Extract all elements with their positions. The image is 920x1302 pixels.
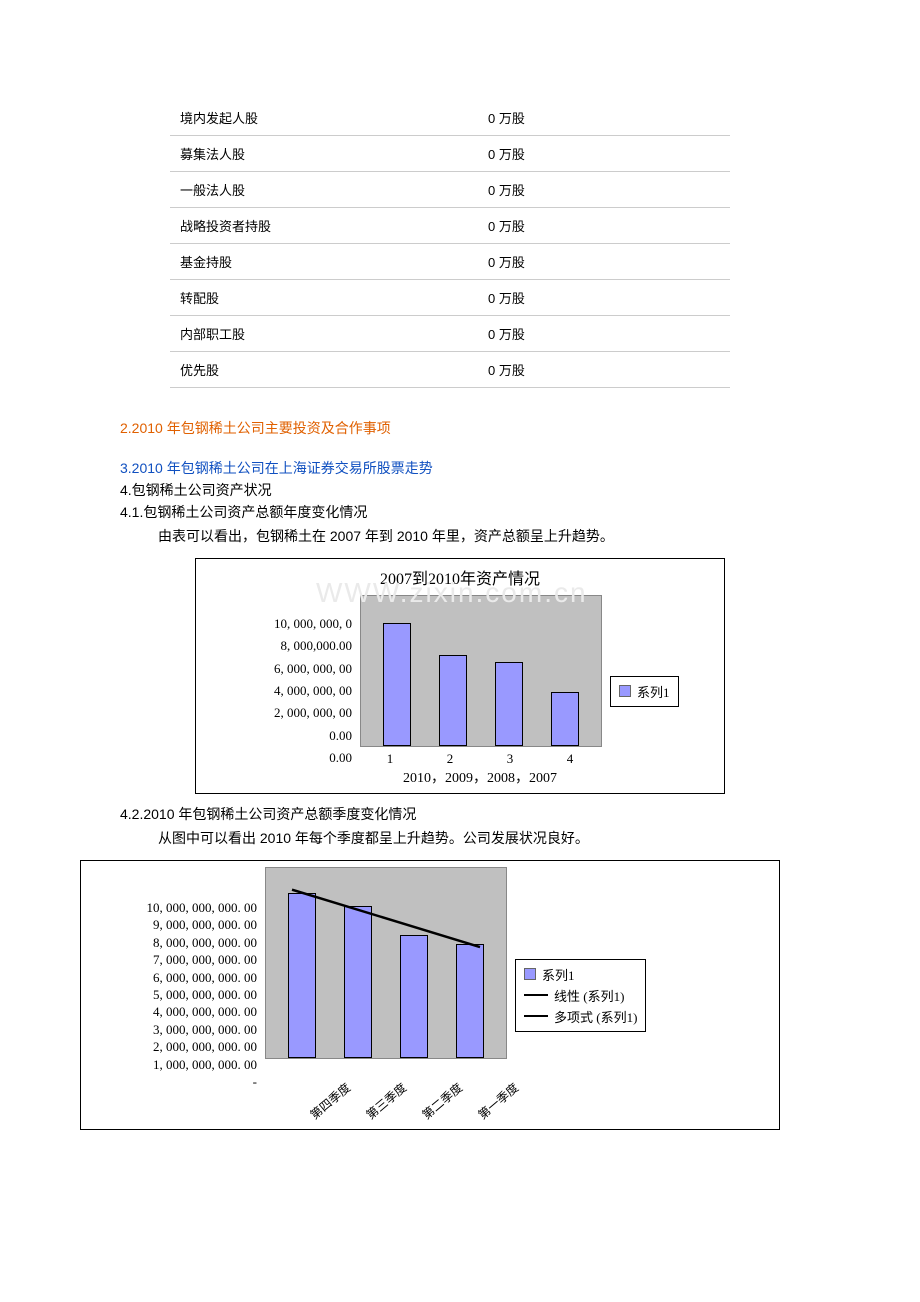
share-structure-table: 境内发起人股0 万股募集法人股0 万股一般法人股0 万股战略投资者持股0 万股基… xyxy=(170,100,730,388)
table-row: 募集法人股0 万股 xyxy=(170,136,730,172)
legend-swatch-icon xyxy=(619,685,631,697)
section-2-heading: 2.2010 年包钢稀土公司主要投资及合作事项 xyxy=(110,418,810,438)
trend-line xyxy=(292,890,480,947)
share-type-value: 0 万股 xyxy=(478,100,730,136)
share-type-value: 0 万股 xyxy=(478,244,730,280)
chart-quarterly-assets: 10, 000, 000, 000. 009, 000, 000, 000. 0… xyxy=(80,860,780,1130)
share-type-label: 基金持股 xyxy=(170,244,478,280)
legend-label: 多项式 (系列1) xyxy=(554,1007,637,1026)
share-type-value: 0 万股 xyxy=(478,280,730,316)
bar xyxy=(551,692,579,746)
share-type-value: 0 万股 xyxy=(478,352,730,388)
bar xyxy=(456,944,484,1058)
legend-label: 系列1 xyxy=(637,682,670,701)
section-4-1-text: 由表可以看出，包钢稀土在 2007 年到 2010 年里，资产总额呈上升趋势。 xyxy=(110,526,810,546)
x-axis-labels: 1234 xyxy=(360,751,600,767)
x-axis-caption: 2010，2009，2008，2007 xyxy=(360,767,600,787)
plot-area xyxy=(265,867,507,1059)
share-type-value: 0 万股 xyxy=(478,172,730,208)
legend-line-icon xyxy=(524,994,548,996)
section-4-2-text: 从图中可以看出 2010 年每个季度都呈上升趋势。公司发展状况良好。 xyxy=(110,828,810,848)
share-type-label: 一般法人股 xyxy=(170,172,478,208)
bar xyxy=(344,906,372,1058)
bar xyxy=(288,893,316,1058)
legend-line-icon xyxy=(524,1015,548,1017)
bar xyxy=(400,935,428,1059)
share-type-value: 0 万股 xyxy=(478,136,730,172)
legend-swatch-icon xyxy=(524,968,536,980)
share-type-label: 内部职工股 xyxy=(170,316,478,352)
bar xyxy=(495,662,523,746)
table-row: 基金持股0 万股 xyxy=(170,244,730,280)
legend: 系列1 线性 (系列1) 多项式 (系列1) xyxy=(515,959,646,1032)
bar xyxy=(383,623,411,746)
share-type-value: 0 万股 xyxy=(478,316,730,352)
y-axis-labels: 10, 000, 000, 000. 009, 000, 000, 000. 0… xyxy=(87,900,257,1090)
legend-label: 系列1 xyxy=(542,965,575,984)
section-4-1-heading: 4.1.包钢稀土公司资产总额年度变化情况 xyxy=(110,502,810,522)
chart-yearly-assets: 2007到2010年资产情况 10, 000, 000, 08, 000,000.… xyxy=(195,558,725,794)
share-type-label: 境内发起人股 xyxy=(170,100,478,136)
share-type-label: 转配股 xyxy=(170,280,478,316)
section-4-heading: 4.包钢稀土公司资产状况 xyxy=(110,480,810,500)
share-type-label: 战略投资者持股 xyxy=(170,208,478,244)
table-row: 战略投资者持股0 万股 xyxy=(170,208,730,244)
section-3-heading: 3.2010 年包钢稀土公司在上海证券交易所股票走势 xyxy=(110,458,810,478)
chart-title: 2007到2010年资产情况 xyxy=(202,565,718,589)
share-type-label: 优先股 xyxy=(170,352,478,388)
section-4-2-heading: 4.2.2010 年包钢稀土公司资产总额季度变化情况 xyxy=(110,804,810,824)
y-axis-labels: 10, 000, 000, 08, 000,000.006, 000, 000,… xyxy=(202,616,352,766)
table-row: 转配股0 万股 xyxy=(170,280,730,316)
plot-area xyxy=(360,595,602,747)
table-row: 境内发起人股0 万股 xyxy=(170,100,730,136)
table-row: 优先股0 万股 xyxy=(170,352,730,388)
legend: 系列1 xyxy=(610,676,679,707)
table-row: 内部职工股0 万股 xyxy=(170,316,730,352)
bar xyxy=(439,655,467,747)
share-type-label: 募集法人股 xyxy=(170,136,478,172)
share-type-value: 0 万股 xyxy=(478,208,730,244)
x-axis-labels: 第四季度第三季度第二季度第一季度 xyxy=(265,1063,505,1123)
table-row: 一般法人股0 万股 xyxy=(170,172,730,208)
legend-label: 线性 (系列1) xyxy=(554,986,624,1005)
